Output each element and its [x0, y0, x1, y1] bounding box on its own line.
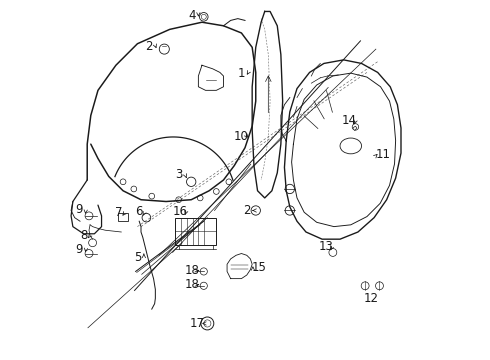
FancyBboxPatch shape: [118, 213, 128, 221]
Text: 16: 16: [172, 205, 187, 218]
Text: 5: 5: [134, 251, 141, 264]
Text: 7: 7: [115, 206, 122, 219]
Text: 4: 4: [188, 9, 196, 22]
Text: 15: 15: [252, 261, 267, 274]
Text: 14: 14: [342, 114, 357, 127]
Text: 9: 9: [75, 203, 83, 216]
Text: 3: 3: [175, 168, 182, 181]
Text: 6: 6: [135, 205, 142, 218]
Text: 12: 12: [364, 292, 379, 305]
Text: 9: 9: [75, 243, 83, 256]
Text: 10: 10: [234, 130, 249, 144]
FancyBboxPatch shape: [175, 218, 216, 244]
Text: 11: 11: [375, 148, 391, 161]
Text: 18: 18: [185, 278, 199, 291]
Text: 2: 2: [243, 204, 250, 217]
Text: 2: 2: [146, 40, 153, 53]
Polygon shape: [353, 126, 357, 131]
Ellipse shape: [340, 138, 362, 154]
Text: 13: 13: [318, 240, 333, 253]
Text: 1: 1: [238, 67, 245, 80]
Text: 18: 18: [185, 264, 199, 277]
Text: 8: 8: [80, 229, 87, 242]
Text: 17: 17: [190, 317, 205, 330]
